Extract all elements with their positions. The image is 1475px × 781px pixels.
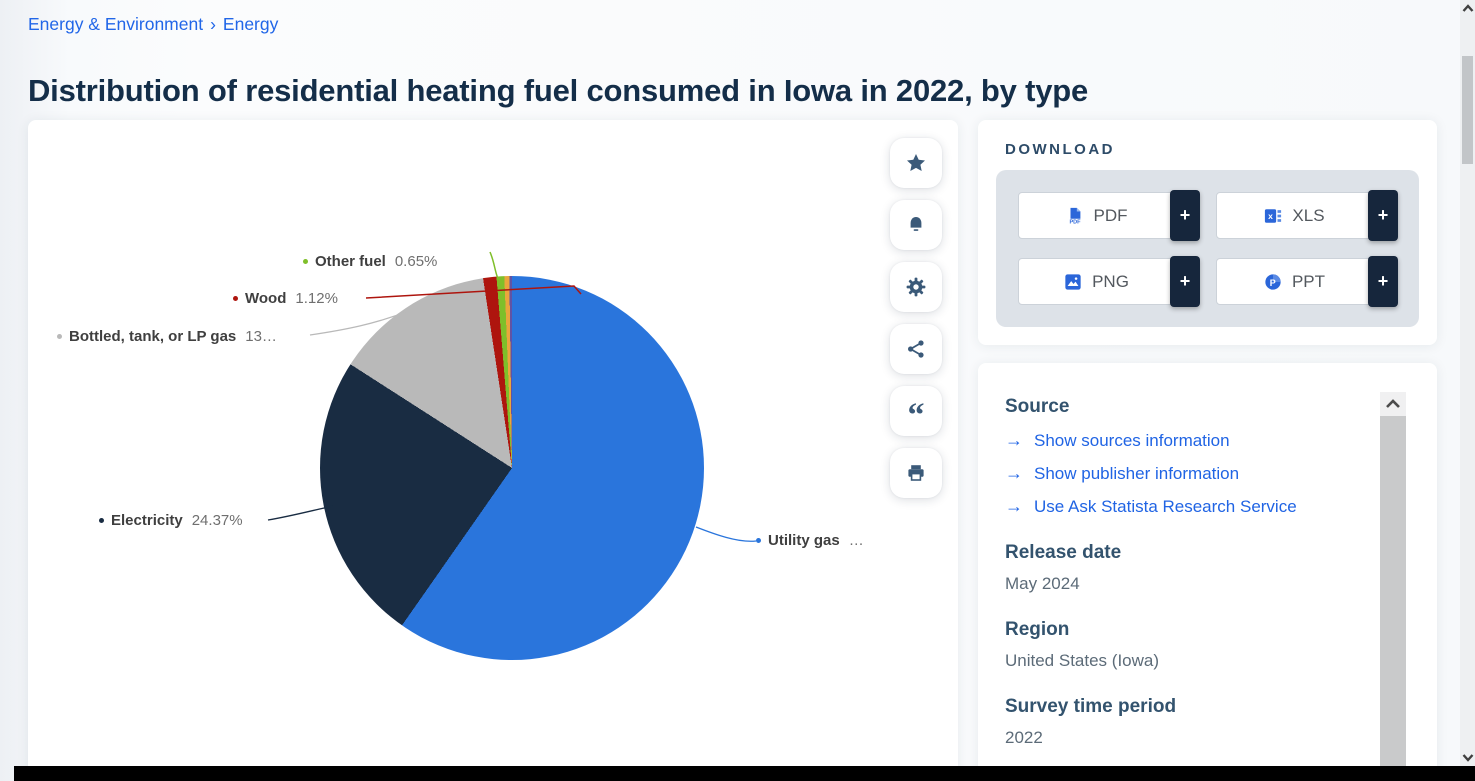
release-date-field: Release date May 2024 [1005,542,1362,594]
page-scroll-up-button[interactable] [1460,4,1475,13]
utility-gas-bullet-icon [756,538,761,543]
download-xls-plus[interactable]: + [1368,190,1398,241]
link-label: Show sources information [1034,430,1230,450]
show-publisher-link[interactable]: → Show publisher information [1005,463,1362,484]
ask-statista-link[interactable]: → Use Ask Statista Research Service [1005,496,1362,517]
page-scroll-down-button[interactable] [1460,753,1475,762]
pie-label-name: Utility gas [768,532,840,549]
png-icon [1065,273,1081,290]
download-xls-button[interactable]: x XLS + [1216,190,1398,241]
pie-label-value: … [848,532,864,549]
link-label: Show publisher information [1034,463,1240,483]
download-panel: DOWNLOAD PDF PDF + x XLS + [978,120,1437,345]
details-scrollbar [1380,392,1406,781]
download-button-label: PDF [1093,205,1128,225]
gear-icon [906,277,926,297]
bottom-black-bar [14,766,1475,781]
breadcrumb-link-energy[interactable]: Energy [222,14,279,34]
pie-label-bottled-lp-gas: Bottled, tank, or LP gas 13… [57,328,277,345]
arrow-right-icon: → [1005,463,1023,483]
survey-time-period-field: Survey time period 2022 [1005,696,1362,748]
download-pdf-plus[interactable]: + [1170,190,1200,241]
ppt-icon: P [1265,273,1281,290]
pie-label-value: 24.37% [191,512,243,529]
pie-chart[interactable] [320,276,704,660]
share-button[interactable] [890,324,942,374]
release-date-heading: Release date [1005,542,1122,563]
pie-label-name: Other fuel [315,253,386,270]
download-png-button[interactable]: PNG + [1018,256,1200,307]
arrow-right-icon: → [1005,430,1023,450]
download-button-label: PPT [1291,271,1326,291]
details-scrollbar-thumb[interactable] [1380,416,1406,781]
wood-bullet-icon [233,296,238,301]
cite-button[interactable]: “ [890,386,942,436]
pie-label-utility-gas: Utility gas … [756,532,864,549]
download-button-label: PNG [1092,271,1129,291]
bottled-lp-gas-bullet-icon [57,334,62,339]
svg-text:P: P [1270,277,1276,287]
breadcrumb-separator: › [210,14,216,34]
download-ppt-plus[interactable]: + [1368,256,1398,307]
pie-label-value: 0.65% [394,253,438,270]
printer-icon [908,465,924,481]
favorite-button[interactable] [890,138,942,188]
share-icon [908,340,924,358]
chevron-up-icon [1386,399,1400,408]
other-fuel-bullet-icon [303,259,308,264]
release-date-value: May 2024 [1005,574,1080,593]
pie-label-wood: Wood 1.12% [233,290,338,307]
pdf-icon: PDF [1068,207,1081,225]
region-field: Region United States (Iowa) [1005,619,1362,671]
pie-label-electricity: Electricity 24.37% [99,512,243,529]
leader-line-utility-gas [695,526,757,542]
download-buttons-box: PDF PDF + x XLS + PNG + [996,170,1419,327]
pie-label-name: Wood [245,290,287,307]
chart-toolbar: “ [890,138,942,498]
chevron-down-icon [1462,754,1473,762]
download-ppt-button[interactable]: P PPT + [1216,256,1398,307]
breadcrumb: Energy & Environment › Energy [28,14,278,35]
survey-time-period-heading: Survey time period [1005,696,1177,717]
star-icon [907,154,925,171]
chart-card: Other fuel 0.65% Wood 1.12% Bottled, tan… [28,120,958,781]
svg-text:PDF: PDF [1069,219,1081,225]
pie-label-value: 1.12% [295,290,338,307]
electricity-bullet-icon [99,518,104,523]
svg-text:x: x [1269,211,1274,221]
xls-icon: x [1265,208,1282,223]
print-button[interactable] [890,448,942,498]
pie-label-value: 13… [245,328,277,345]
download-pdf-button[interactable]: PDF PDF + [1018,190,1200,241]
survey-time-period-value: 2022 [1005,728,1043,747]
pie-label-name: Electricity [111,512,183,529]
details-scroll-up-button[interactable] [1380,392,1406,416]
page-scrollbar [1460,0,1475,781]
download-button-label: XLS [1292,205,1325,225]
page-scrollbar-thumb[interactable] [1462,56,1473,164]
alert-button[interactable] [890,200,942,250]
link-label: Use Ask Statista Research Service [1034,496,1297,516]
source-heading: Source [1005,396,1070,417]
pie-label-name: Bottled, tank, or LP gas [69,328,237,345]
details-panel: Source → Show sources information → Show… [978,363,1437,781]
settings-button[interactable] [890,262,942,312]
arrow-right-icon: → [1005,496,1023,516]
download-png-plus[interactable]: + [1170,256,1200,307]
download-heading: DOWNLOAD [1005,141,1115,158]
breadcrumb-link-energy-environment[interactable]: Energy & Environment [28,14,204,34]
chevron-up-icon [1462,4,1473,12]
page-title: Distribution of residential heating fuel… [28,72,1089,108]
pie-label-other-fuel: Other fuel 0.65% [303,253,437,270]
bell-icon [910,217,922,231]
show-sources-link[interactable]: → Show sources information [1005,430,1362,451]
region-value: United States (Iowa) [1005,651,1160,670]
region-heading: Region [1005,619,1070,640]
